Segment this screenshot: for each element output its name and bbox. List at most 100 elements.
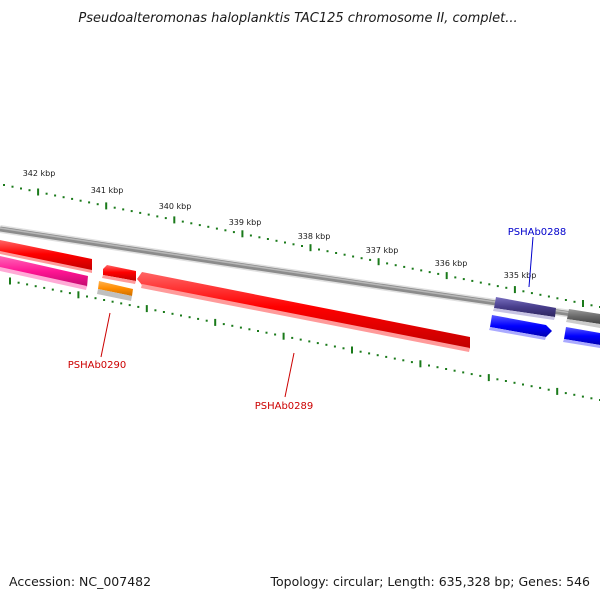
scale-minor-dot — [386, 262, 389, 265]
gene-label-PSHAb0290[interactable]: PSHAb0290 — [68, 360, 127, 371]
scale-major-tick — [241, 230, 244, 238]
scale-minor-dot — [284, 241, 286, 244]
scale-major-tick — [37, 188, 40, 196]
scale-minor-dot — [522, 383, 524, 386]
scale-minor-dot — [352, 255, 355, 258]
gene-cds-PSHAb0288[interactable] — [490, 315, 552, 337]
scale-minor-dot — [156, 215, 159, 218]
scale-minor-dot — [539, 386, 542, 389]
gene-cds-red-small[interactable] — [103, 265, 136, 281]
scale-minor-dot — [60, 290, 63, 293]
gene-cds-PSHAb0288-shadow — [489, 327, 546, 340]
scale-minor-dot — [11, 185, 14, 188]
gene-cds-red-left-forward[interactable] — [0, 240, 92, 271]
scale-label-337: 337 kbp — [366, 246, 399, 255]
scale-minor-dot — [71, 197, 74, 200]
scale-major-tick — [351, 346, 353, 354]
scale-minor-dot — [454, 276, 457, 279]
scale-minor-dot — [207, 225, 210, 228]
scale-major-tick — [214, 318, 217, 326]
scale-minor-dot — [224, 229, 227, 232]
scale-minor-dot — [513, 381, 516, 384]
scale-minor-dot — [257, 330, 259, 332]
scale-minor-dot — [522, 290, 525, 293]
scale-minor-dot — [275, 239, 278, 242]
scale-major-tick — [145, 305, 148, 313]
scale-minor-dot — [359, 350, 362, 353]
gene-cds-orange[interactable] — [98, 281, 133, 296]
scale-minor-dot — [43, 286, 46, 289]
scale-minor-dot — [291, 336, 294, 339]
scale-minor-dot — [428, 271, 431, 274]
scale-major-tick — [77, 291, 80, 299]
gene-cds-PSHAb0290-shadow — [0, 267, 87, 290]
scale-major-tick — [377, 258, 380, 266]
gene-label-PSHAb0289[interactable]: PSHAb0289 — [255, 401, 314, 412]
scale-label-335: 335 kbp — [504, 271, 537, 280]
scale-minor-dot — [113, 206, 116, 209]
leader-PSHAb0290 — [100, 312, 111, 358]
scale-minor-dot — [68, 292, 71, 295]
scale-major-tick — [419, 360, 422, 368]
gene-label-PSHAb0288[interactable]: PSHAb0288 — [508, 227, 567, 238]
scale-minor-dot — [369, 258, 372, 261]
scale-minor-dot — [556, 297, 559, 300]
scale-minor-dot — [45, 192, 48, 195]
scale-minor-dot — [301, 245, 303, 247]
scale-minor-dot — [232, 231, 235, 234]
gene-cds-navy[interactable] — [494, 297, 556, 317]
scale-minor-dot — [34, 285, 37, 288]
scale-minor-dot — [222, 323, 225, 326]
scale-minor-dot — [197, 317, 200, 320]
map-title: Pseudoalteromonas haloplanktis TAC125 ch… — [78, 11, 517, 26]
gene-cds-PSHAb0290[interactable] — [0, 256, 88, 287]
scale-minor-dot — [360, 257, 363, 260]
scale-minor-dot — [137, 305, 140, 308]
scale-minor-dot — [385, 355, 388, 358]
scale-minor-dot — [147, 213, 150, 216]
scale-minor-dot — [471, 279, 474, 282]
scale-minor-dot — [79, 199, 82, 202]
scale-minor-dot — [3, 184, 5, 186]
scale-minor-dot — [462, 278, 465, 281]
scale-minor-dot — [335, 252, 338, 254]
scale-minor-dot — [393, 357, 396, 360]
scale-minor-dot — [411, 267, 414, 270]
scale-minor-dot — [403, 265, 406, 268]
scale-minor-dot — [308, 340, 311, 343]
scale-major-tick — [9, 277, 11, 285]
scale-minor-dot — [573, 300, 576, 303]
scale-minor-dot — [488, 283, 491, 286]
gene-cds-PSHAb0289[interactable] — [137, 272, 470, 349]
scale-minor-dot — [564, 392, 567, 395]
scale-major-tick — [173, 216, 176, 224]
scale-minor-dot — [299, 338, 302, 341]
scale-minor-dot — [130, 210, 133, 213]
scale-minor-dot — [547, 388, 550, 391]
scale-minor-dot — [326, 250, 329, 253]
scale-minor-dot — [539, 293, 542, 296]
scale-label-338: 338 kbp — [298, 232, 331, 241]
scale-major-tick — [487, 374, 490, 382]
scale-minor-dot — [470, 373, 473, 376]
genome-summary: Topology: circular; Length: 635,328 bp; … — [270, 574, 591, 589]
scale-minor-dot — [394, 264, 397, 267]
scale-minor-dot — [28, 189, 31, 192]
scale-minor-dot — [333, 345, 336, 348]
scale-label-340: 340 kbp — [159, 202, 192, 211]
scale-minor-dot — [376, 354, 379, 357]
gene-cds-red-small-shadow — [102, 275, 136, 284]
scale-minor-dot — [590, 397, 593, 400]
scale-label-336: 336 kbp — [435, 259, 468, 268]
scale-label-342: 342 kbp — [23, 169, 56, 178]
inner-scale-dots — [9, 277, 600, 401]
scale-minor-dot — [111, 300, 114, 303]
scale-minor-dot — [342, 347, 345, 350]
scale-minor-dot — [26, 283, 29, 286]
scale-major-tick — [282, 332, 285, 340]
scale-minor-dot — [249, 234, 252, 237]
scale-minor-dot — [402, 359, 405, 362]
scale-minor-dot — [96, 203, 99, 206]
scale-minor-dot — [590, 304, 593, 307]
scale-minor-dot — [504, 380, 507, 382]
